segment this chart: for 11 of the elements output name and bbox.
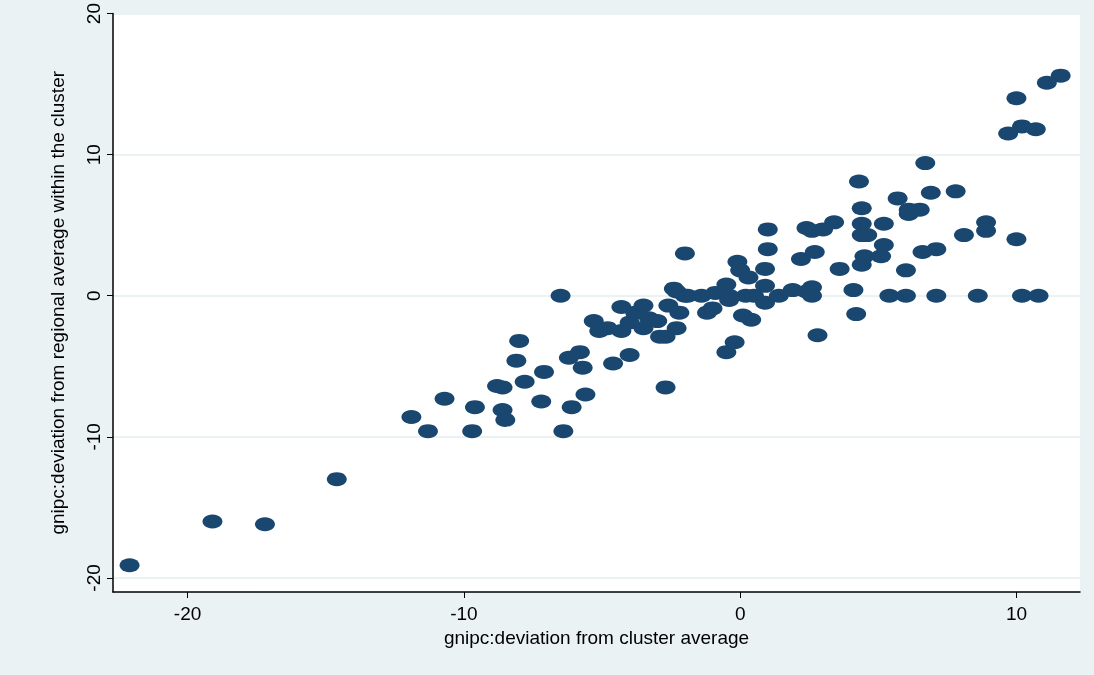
y-tick-label: 0	[83, 290, 104, 302]
x-axis-title: gnipc:deviation from cluster average	[443, 626, 750, 648]
x-tick-label: 0	[734, 603, 746, 624]
x-tick-label: -20	[173, 603, 202, 624]
y-axis-title: gnipc:deviation from regional average within the cluster	[47, 70, 68, 535]
y-tick-label: 10	[83, 144, 104, 166]
x-tick-label: -10	[450, 603, 478, 624]
y-tick-label: 20	[83, 3, 104, 25]
x-tick-label: 10	[1005, 603, 1028, 624]
y-tick-label: -10	[83, 423, 104, 451]
y-tick-label: -20	[83, 564, 104, 592]
